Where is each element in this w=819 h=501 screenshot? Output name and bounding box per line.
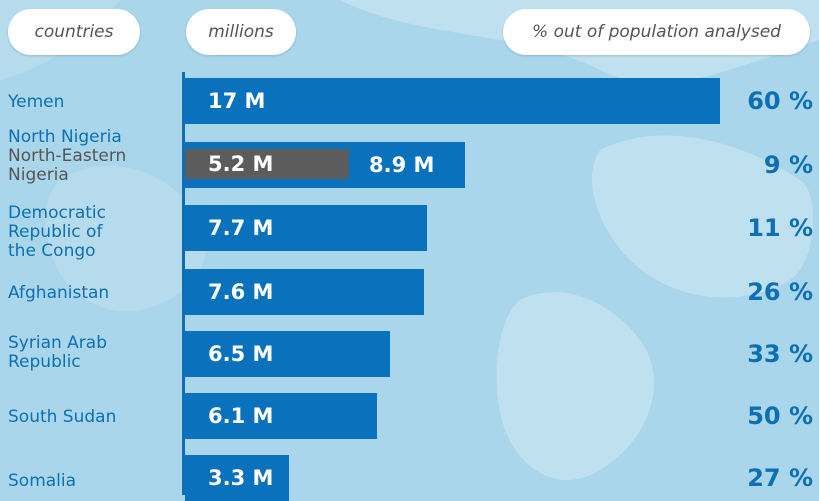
millions-header: millions <box>186 9 296 55</box>
country-label: North Nigeria North-Eastern Nigeria <box>8 127 127 185</box>
percent-label: 26 % <box>747 278 813 306</box>
country-label: Yemen <box>8 92 65 112</box>
bar-value-label: 17 M <box>208 89 266 113</box>
sub-bar <box>185 149 349 179</box>
percent-label: 33 % <box>747 340 813 368</box>
country-label: Syrian Arab Republic <box>8 333 107 372</box>
bar-value-label: 6.5 M <box>208 342 274 366</box>
bar-value-label: 7.6 M <box>208 280 274 304</box>
bar-value-label: 8.9 M <box>369 153 435 177</box>
bar <box>185 78 720 124</box>
percent-header: % out of population analysed <box>503 9 810 55</box>
sub-bar-label: 5.2 M <box>208 152 274 176</box>
bar-value-label: 6.1 M <box>208 404 274 428</box>
percent-label: 27 % <box>747 464 813 492</box>
percent-label: 50 % <box>747 402 813 430</box>
country-label: Afghanistan <box>8 283 110 303</box>
bar-value-label: 7.7 M <box>208 216 274 240</box>
bar-value-label: 3.3 M <box>208 466 274 490</box>
bar <box>185 269 424 315</box>
percent-label: 60 % <box>747 87 813 115</box>
country-label: South Sudan <box>8 407 117 427</box>
percent-label: 9 % <box>763 151 813 179</box>
country-label: Democratic Republic of the Congo <box>8 203 106 261</box>
bar <box>185 393 377 439</box>
bar <box>185 455 289 501</box>
bar <box>185 205 427 251</box>
sub-country-label: North-Eastern Nigeria <box>8 146 127 185</box>
axis-line <box>182 72 185 495</box>
country-label: Somalia <box>8 471 77 491</box>
bar <box>185 331 390 377</box>
countries-header: countries <box>8 9 140 55</box>
percent-label: 11 % <box>747 214 813 242</box>
